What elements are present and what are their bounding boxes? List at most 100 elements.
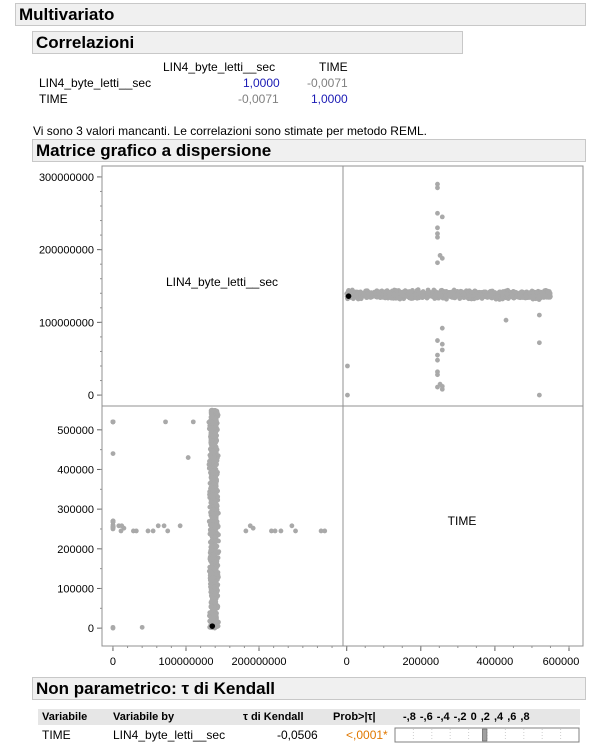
corr-col-header: TIME [319,60,348,74]
data-point [469,289,475,295]
corr-cell: 1,0000 [311,92,348,106]
kendall-header-row [38,709,580,725]
data-point [211,552,217,558]
data-point [439,255,445,261]
data-point [177,523,183,529]
missing-values-note: Vi sono 3 valori mancanti. Le correlazio… [33,124,427,138]
data-point [269,528,274,534]
correlations-header[interactable]: Correlazioni [32,31,463,54]
data-point [435,357,440,363]
data-point [211,615,216,621]
scatter-matrix-title: Matrice grafico a dispersione [36,140,272,160]
data-point [213,538,218,544]
data-point [207,504,213,510]
data-point [425,290,431,296]
data-point [139,624,145,630]
data-point [346,288,352,293]
data-point [209,604,214,609]
kendall-header[interactable]: Non parametrico: τ di Kendall [32,677,586,700]
data-point [211,571,217,577]
tick-label: 200000 [402,656,439,668]
data-point [213,462,219,468]
data-point [435,231,440,237]
data-point [387,291,393,296]
kendall-bar [394,727,580,743]
tick-label: 0 [344,656,350,668]
data-point [212,579,218,585]
kendall-col-header: Variabile [42,711,88,723]
data-point [539,290,545,296]
data-point [213,430,218,436]
correlations-title: Correlazioni [36,32,135,52]
data-point [496,289,502,295]
data-point [439,347,445,353]
data-point [523,293,529,298]
data-point [345,392,350,398]
data-point [165,528,171,534]
data-point [116,523,122,529]
tick-label: 400000 [477,656,514,668]
data-point [439,341,445,347]
data-point [420,293,426,298]
data-point [190,419,196,425]
data-point [215,583,220,588]
kendall-col-header: Prob>|τ| [333,711,376,723]
tick-label: 200000000 [231,656,286,668]
data-point [424,295,430,301]
data-point [211,514,217,520]
data-point [213,416,218,422]
data-point [461,291,467,297]
data-point [536,340,542,346]
data-point [364,294,370,300]
data-point [110,419,116,425]
data-point [211,599,217,605]
data-point [435,181,440,187]
data-point [503,317,509,323]
data-point [435,352,440,358]
data-point [207,425,213,431]
data-point [145,528,151,534]
data-point [118,528,124,534]
highlight-point [209,623,216,629]
data-point [210,434,216,439]
data-point [207,539,213,545]
data-point [213,445,219,451]
highlight-point [345,293,352,299]
data-point [547,291,553,297]
data-point [530,296,536,301]
data-point [345,363,350,369]
data-point [435,185,440,191]
data-point [435,225,440,231]
data-point [163,419,168,425]
tick-label: 100000000 [39,317,94,329]
tick-label: 500000 [57,425,94,437]
scatter-matrix-header[interactable]: Matrice grafico a dispersione [32,139,586,162]
kendall-col-header: τ di Kendall [243,711,304,723]
data-point [210,420,216,426]
kendall-variable: TIME [42,728,71,742]
scatter-matrix-chart[interactable]: 0 100000000 200000000 300000000 0 100000 20000… [0,160,589,680]
data-point [435,384,440,390]
data-point [155,523,161,529]
data-point [213,422,219,428]
multivariate-title: Multivariato [19,4,115,24]
tick-label: 300000 [57,504,94,516]
data-point [382,295,388,301]
data-point [278,528,284,534]
data-point [210,575,216,580]
data-point [210,543,216,549]
data-point [322,528,328,534]
tick-label: 0 [88,390,94,402]
data-point [210,448,216,454]
data-point [210,565,216,571]
diag-label-time: TIME [448,514,477,528]
data-point [437,291,443,297]
data-point [110,625,116,631]
kendall-prob: <,0001* [346,728,388,742]
data-point [110,518,116,524]
multivariate-header[interactable]: Multivariato [15,3,586,26]
tick-label: 100000 [57,583,94,595]
data-point [435,260,440,266]
tick-label: 0 [88,623,94,635]
data-point [400,292,406,298]
